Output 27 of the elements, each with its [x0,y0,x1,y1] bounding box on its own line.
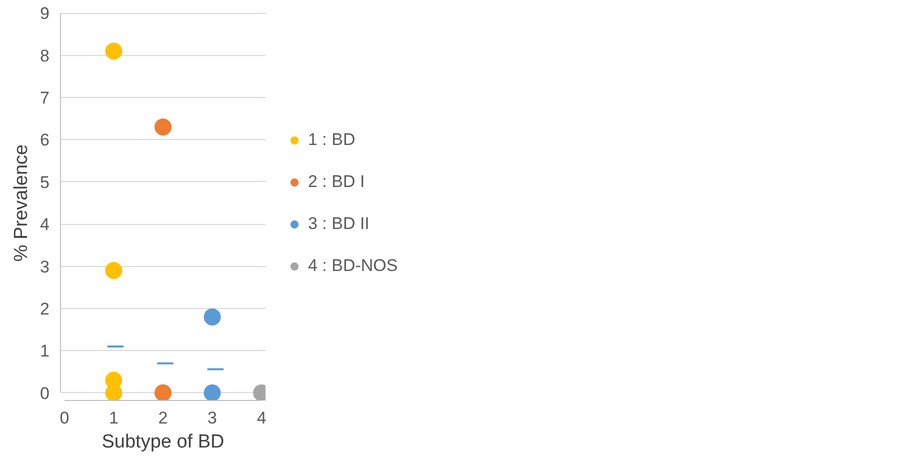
y-tick-label: 5 [40,172,50,192]
y-tick-label: 4 [40,215,50,234]
point [105,42,122,60]
y-tick-label: 7 [40,88,50,108]
point [204,308,221,326]
point [154,384,172,400]
point [154,118,172,136]
y-tick-label: 9 [40,4,50,24]
x-tick-label: 4 [256,408,266,428]
x-tick-label: 2 [158,408,168,428]
y-tick-label: 8 [40,46,50,66]
point [105,262,122,280]
y-tick-label: 0 [40,384,50,403]
y-tick-label: 6 [40,130,50,150]
legend-label: 2 : BD I [308,172,365,192]
x-tick-label: 1 [108,408,118,428]
x-tick-label: 0 [60,408,70,428]
y-axis-title: % Prevalence [11,144,32,262]
y-tick-label: 1 [40,342,50,361]
legend-label: 1 : BD [308,130,356,150]
point [204,384,221,400]
y-tick-label: 2 [40,300,50,318]
x-axis-title: Subtype of BD [102,432,224,452]
legend-label: 4 : BD-NOS [308,256,398,276]
x-tick-label: 3 [208,408,218,428]
y-tick-label: 3 [40,257,50,276]
legend-label: 3 : BD II [308,214,370,234]
